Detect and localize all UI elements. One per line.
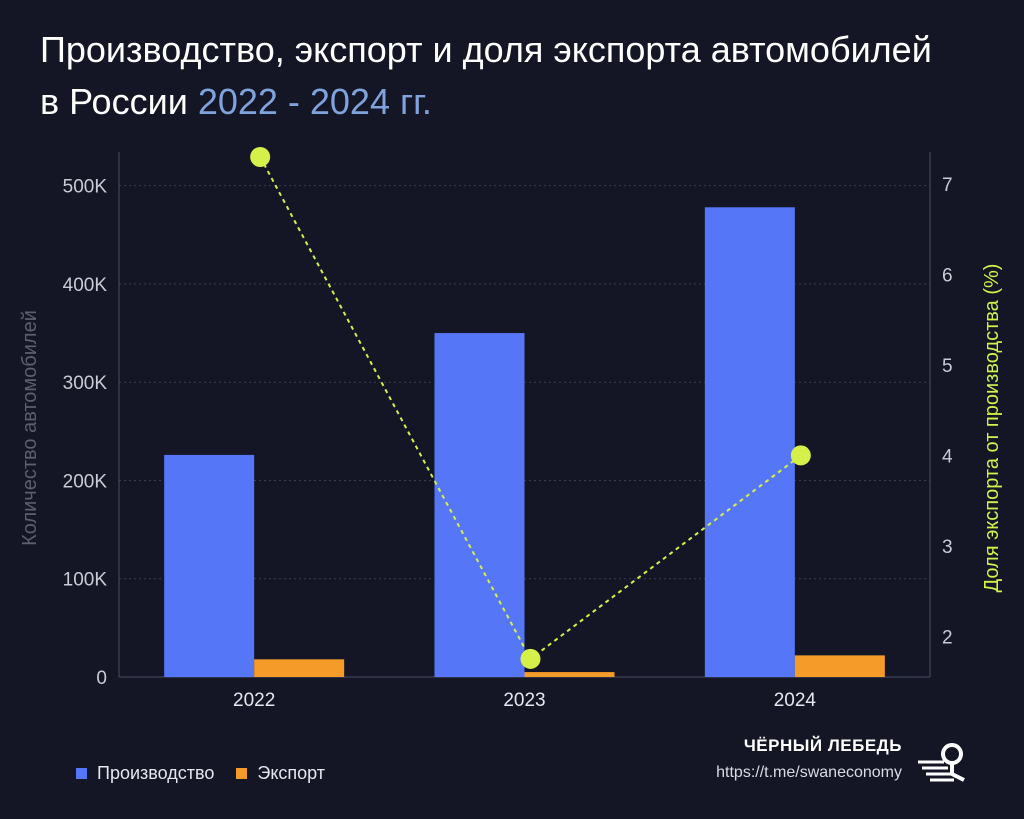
legend-label-production: Производство [97,763,215,783]
bar-export [254,659,345,677]
brand-url: https://t.me/swaneconomy [716,764,902,781]
bar-export [524,672,615,677]
y-tick-label: 200K [63,471,108,492]
x-tick-label: 2023 [503,690,545,711]
legend-swatch-production [76,768,87,779]
bar-production [704,207,795,677]
legend-item-export: Экспорт [236,763,325,784]
title-line-1: Производство, экспорт и доля экспорта ав… [40,29,932,70]
y-tick-label: 400K [63,275,108,296]
legend-item-production: Производство [76,763,214,784]
share-point [520,648,541,669]
title-line-2-prefix: в России [40,81,198,122]
y-tick-label: 500K [63,177,108,198]
bars [164,207,885,677]
y2-tick-label: 7 [942,175,953,196]
legend: Производство Экспорт [76,763,325,784]
chart-title: Производство, экспорт и доля экспорта ав… [40,24,1000,128]
y2-axis-title: Доля экспорта от производства (%) [981,264,1003,593]
bar-production [434,333,525,677]
x-tick-label: 2022 [233,690,275,711]
share-point [790,445,811,466]
axis-labels: 0 100K 200K 300K 400K 500K 2 3 4 5 6 7 2022 2023 2024 К… [19,175,1003,711]
y2-tick-label: 3 [942,537,953,558]
y-tick-label: 100K [63,570,108,591]
brand-block: ЧЁРНЫЙ ЛЕБЕДЬ https://t.me/swaneconomy [716,736,902,782]
x-tick-label: 2024 [774,690,817,711]
y2-tick-label: 6 [942,266,953,287]
title-line-2-accent: 2022 - 2024 гг. [197,81,432,122]
y2-tick-label: 4 [942,446,953,467]
y2-tick-label: 2 [942,627,953,648]
swan-logo-icon [918,743,965,782]
y-tick-label: 300K [63,373,108,394]
y-tick-label: 0 [96,668,107,689]
brand-name: ЧЁРНЫЙ ЛЕБЕДЬ [743,736,902,755]
y-axis-title: Количество автомобилей [19,310,41,546]
share-point [250,146,271,167]
bar-production [164,454,255,677]
legend-label-export: Экспорт [257,763,326,783]
share-line [250,146,811,669]
y2-tick-label: 5 [942,356,953,377]
bar-export [794,655,885,677]
legend-swatch-export [236,768,248,779]
